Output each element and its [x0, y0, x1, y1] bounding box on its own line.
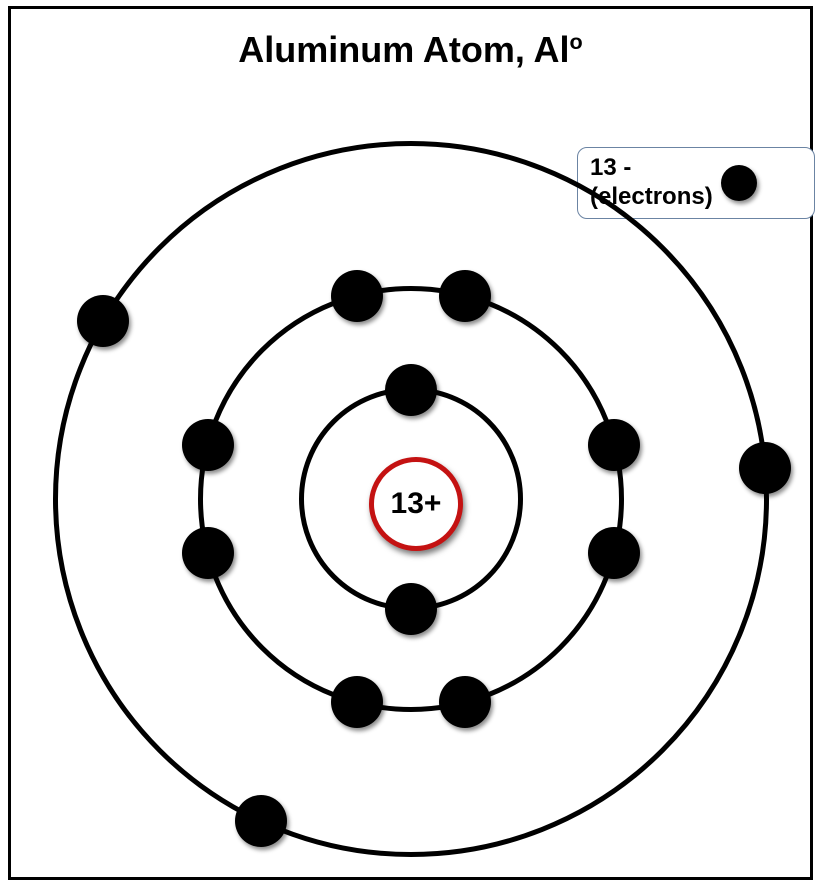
electron — [235, 795, 287, 847]
electron-icon — [721, 165, 757, 201]
title-superscript: o — [570, 29, 583, 54]
title-text: Aluminum Atom, Al — [238, 29, 569, 70]
electron — [331, 270, 383, 322]
electron — [331, 676, 383, 728]
electron — [182, 527, 234, 579]
electron — [439, 270, 491, 322]
electron — [385, 583, 437, 635]
nucleus: 13+ — [369, 457, 463, 551]
diagram-title: Aluminum Atom, Alo — [11, 29, 810, 71]
electron — [182, 419, 234, 471]
electron — [385, 364, 437, 416]
nucleus-label: 13+ — [391, 487, 442, 521]
electron — [77, 295, 129, 347]
electron — [588, 419, 640, 471]
legend-line1: 13 - — [590, 154, 631, 181]
electron — [739, 442, 791, 494]
diagram-frame: Aluminum Atom, Alo 13 - (electrons) 13+ — [8, 6, 813, 880]
